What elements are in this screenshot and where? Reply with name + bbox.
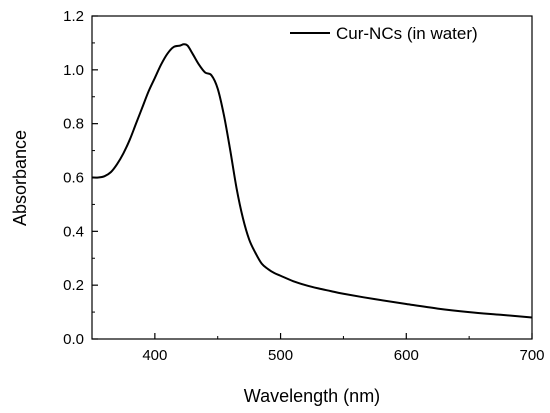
x-tick-label: 700 <box>519 347 544 364</box>
x-tick-label: 500 <box>268 347 293 364</box>
x-axis-ticks: 400 500 600 700 <box>91 333 545 364</box>
plot-frame <box>91 15 533 340</box>
y-tick-label: 0.6 <box>63 170 84 187</box>
series-layer <box>91 43 533 319</box>
y-tick-label: 0.2 <box>63 277 84 294</box>
y-tick-label: 0.8 <box>63 116 84 133</box>
legend: Cur-NCs (in water) <box>290 24 478 43</box>
y-axis-ticks: 0.0 0.2 0.4 0.6 0.8 1.0 1.2 <box>63 8 98 348</box>
x-tick-label: 600 <box>394 347 419 364</box>
legend-entry-label: Cur-NCs (in water) <box>336 24 478 43</box>
y-tick-label: 0.0 <box>63 331 84 348</box>
y-axis-title: Absorbance <box>10 130 30 226</box>
y-tick-label: 1.0 <box>63 62 84 79</box>
y-tick-label: 1.2 <box>63 8 84 25</box>
series-line-cur-ncs <box>91 43 533 319</box>
x-axis-title: Wavelength (nm) <box>244 386 380 406</box>
x-tick-label: 400 <box>142 347 167 364</box>
y-tick-label: 0.4 <box>63 223 84 240</box>
